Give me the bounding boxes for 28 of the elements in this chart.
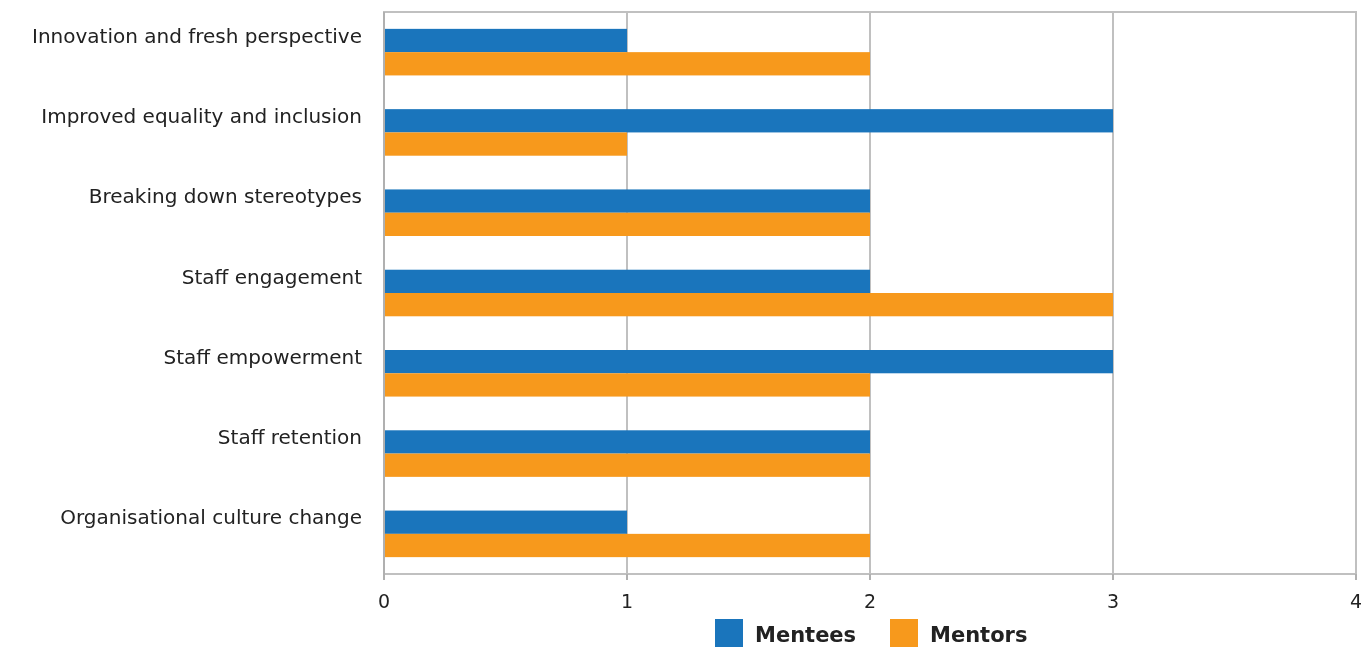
- bar: [384, 533, 870, 558]
- x-tick-label: 1: [620, 590, 634, 612]
- bar: [384, 510, 627, 534]
- x-tick-label: 4: [1349, 590, 1361, 612]
- bar: [384, 269, 870, 293]
- bar: [384, 189, 870, 213]
- y-tick-label: Staff retention: [217, 425, 362, 450]
- bar: [384, 28, 627, 53]
- bar: [384, 212, 870, 236]
- bar: [384, 430, 870, 454]
- y-tick-label: Staff engagement: [181, 264, 363, 289]
- bar: [384, 373, 870, 397]
- bar: [384, 453, 870, 477]
- legend-label: Mentors: [930, 623, 1028, 647]
- legend-label: Mentees: [755, 623, 857, 647]
- y-tick-label: Staff empowerment: [163, 344, 363, 369]
- bar: [384, 52, 870, 76]
- y-tick-label: Breaking down stereotypes: [88, 184, 362, 209]
- y-tick-label: Innovation and fresh perspective: [32, 23, 362, 48]
- bar: [384, 293, 1113, 317]
- bar: [384, 109, 1113, 133]
- y-tick-label: Improved equality and inclusion: [41, 103, 362, 128]
- y-tick-label: Organisational culture change: [60, 505, 362, 530]
- x-tick-label: 2: [863, 590, 877, 612]
- x-tick-label: 3: [1106, 590, 1120, 612]
- bar: [384, 132, 627, 156]
- bar: [384, 350, 1113, 374]
- x-tick-label: 0: [377, 590, 391, 612]
